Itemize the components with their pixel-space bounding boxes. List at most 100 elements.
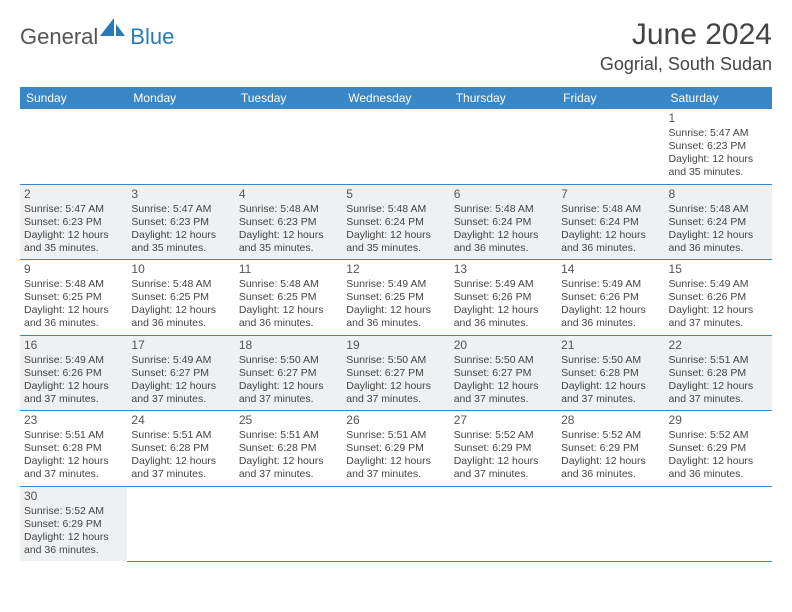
day-number: 24 <box>131 413 230 428</box>
day-sunrise: Sunrise: 5:50 AM <box>561 354 660 367</box>
calendar-day: 29Sunrise: 5:52 AMSunset: 6:29 PMDayligh… <box>665 411 772 487</box>
day-sunrise: Sunrise: 5:49 AM <box>561 278 660 291</box>
day-sunset: Sunset: 6:28 PM <box>239 442 338 455</box>
day-sunrise: Sunrise: 5:51 AM <box>24 429 123 442</box>
calendar-day-empty <box>342 109 449 184</box>
day-sunset: Sunset: 6:26 PM <box>24 367 123 380</box>
day-header-row: SundayMondayTuesdayWednesdayThursdayFrid… <box>20 87 772 109</box>
calendar-day: 14Sunrise: 5:49 AMSunset: 6:26 PMDayligh… <box>557 260 664 336</box>
logo-text-blue: Blue <box>130 24 174 50</box>
day-number: 16 <box>24 338 123 353</box>
day-number: 26 <box>346 413 445 428</box>
day-daylight: Daylight: 12 hours and 37 minutes. <box>24 455 123 481</box>
calendar-week: 2Sunrise: 5:47 AMSunset: 6:23 PMDaylight… <box>20 184 772 260</box>
day-number: 15 <box>669 262 768 277</box>
day-daylight: Daylight: 12 hours and 37 minutes. <box>131 380 230 406</box>
day-number: 9 <box>24 262 123 277</box>
day-sunrise: Sunrise: 5:48 AM <box>239 203 338 216</box>
calendar-day: 12Sunrise: 5:49 AMSunset: 6:25 PMDayligh… <box>342 260 449 336</box>
day-daylight: Daylight: 12 hours and 36 minutes. <box>239 304 338 330</box>
day-sunrise: Sunrise: 5:47 AM <box>669 127 768 140</box>
day-header: Saturday <box>665 87 772 109</box>
calendar-day-empty <box>665 486 772 561</box>
calendar-day: 1Sunrise: 5:47 AMSunset: 6:23 PMDaylight… <box>665 109 772 184</box>
day-number: 27 <box>454 413 553 428</box>
day-sunrise: Sunrise: 5:51 AM <box>346 429 445 442</box>
calendar-day: 17Sunrise: 5:49 AMSunset: 6:27 PMDayligh… <box>127 335 234 411</box>
day-sunrise: Sunrise: 5:47 AM <box>24 203 123 216</box>
calendar-table: SundayMondayTuesdayWednesdayThursdayFrid… <box>20 87 772 562</box>
calendar-week: 30Sunrise: 5:52 AMSunset: 6:29 PMDayligh… <box>20 486 772 561</box>
day-daylight: Daylight: 12 hours and 37 minutes. <box>131 455 230 481</box>
day-daylight: Daylight: 12 hours and 36 minutes. <box>561 304 660 330</box>
day-sunrise: Sunrise: 5:48 AM <box>561 203 660 216</box>
day-sunrise: Sunrise: 5:52 AM <box>561 429 660 442</box>
day-sunset: Sunset: 6:27 PM <box>239 367 338 380</box>
calendar-day: 18Sunrise: 5:50 AMSunset: 6:27 PMDayligh… <box>235 335 342 411</box>
day-number: 22 <box>669 338 768 353</box>
calendar-week: 23Sunrise: 5:51 AMSunset: 6:28 PMDayligh… <box>20 411 772 487</box>
day-number: 21 <box>561 338 660 353</box>
day-sunrise: Sunrise: 5:52 AM <box>24 505 123 518</box>
calendar-day: 16Sunrise: 5:49 AMSunset: 6:26 PMDayligh… <box>20 335 127 411</box>
day-sunset: Sunset: 6:23 PM <box>239 216 338 229</box>
month-title: June 2024 <box>600 18 772 52</box>
calendar-day: 28Sunrise: 5:52 AMSunset: 6:29 PMDayligh… <box>557 411 664 487</box>
day-sunset: Sunset: 6:25 PM <box>24 291 123 304</box>
day-sunset: Sunset: 6:23 PM <box>24 216 123 229</box>
day-sunset: Sunset: 6:24 PM <box>561 216 660 229</box>
day-daylight: Daylight: 12 hours and 37 minutes. <box>346 455 445 481</box>
day-number: 6 <box>454 187 553 202</box>
calendar-day-empty <box>235 109 342 184</box>
calendar-day: 27Sunrise: 5:52 AMSunset: 6:29 PMDayligh… <box>450 411 557 487</box>
day-daylight: Daylight: 12 hours and 36 minutes. <box>24 531 123 557</box>
day-sunrise: Sunrise: 5:51 AM <box>239 429 338 442</box>
day-number: 10 <box>131 262 230 277</box>
calendar-day: 8Sunrise: 5:48 AMSunset: 6:24 PMDaylight… <box>665 184 772 260</box>
day-sunset: Sunset: 6:29 PM <box>561 442 660 455</box>
day-header: Wednesday <box>342 87 449 109</box>
day-daylight: Daylight: 12 hours and 36 minutes. <box>24 304 123 330</box>
calendar-day: 22Sunrise: 5:51 AMSunset: 6:28 PMDayligh… <box>665 335 772 411</box>
day-sunrise: Sunrise: 5:48 AM <box>669 203 768 216</box>
day-sunrise: Sunrise: 5:48 AM <box>131 278 230 291</box>
calendar-day-empty <box>127 486 234 561</box>
day-sunrise: Sunrise: 5:49 AM <box>24 354 123 367</box>
day-sunrise: Sunrise: 5:48 AM <box>346 203 445 216</box>
day-daylight: Daylight: 12 hours and 36 minutes. <box>561 229 660 255</box>
day-number: 4 <box>239 187 338 202</box>
day-daylight: Daylight: 12 hours and 37 minutes. <box>239 455 338 481</box>
calendar-day: 7Sunrise: 5:48 AMSunset: 6:24 PMDaylight… <box>557 184 664 260</box>
day-daylight: Daylight: 12 hours and 37 minutes. <box>561 380 660 406</box>
calendar-day: 9Sunrise: 5:48 AMSunset: 6:25 PMDaylight… <box>20 260 127 336</box>
day-header: Friday <box>557 87 664 109</box>
day-sunset: Sunset: 6:27 PM <box>131 367 230 380</box>
day-number: 12 <box>346 262 445 277</box>
calendar-day: 6Sunrise: 5:48 AMSunset: 6:24 PMDaylight… <box>450 184 557 260</box>
day-sunset: Sunset: 6:29 PM <box>669 442 768 455</box>
calendar-day: 3Sunrise: 5:47 AMSunset: 6:23 PMDaylight… <box>127 184 234 260</box>
calendar-day: 21Sunrise: 5:50 AMSunset: 6:28 PMDayligh… <box>557 335 664 411</box>
day-sunrise: Sunrise: 5:49 AM <box>454 278 553 291</box>
day-sunset: Sunset: 6:26 PM <box>561 291 660 304</box>
day-sunrise: Sunrise: 5:48 AM <box>454 203 553 216</box>
calendar-day-empty <box>127 109 234 184</box>
day-header: Monday <box>127 87 234 109</box>
day-number: 1 <box>669 111 768 126</box>
day-sunrise: Sunrise: 5:52 AM <box>454 429 553 442</box>
day-sunset: Sunset: 6:28 PM <box>669 367 768 380</box>
day-sunrise: Sunrise: 5:51 AM <box>131 429 230 442</box>
calendar-day-empty <box>235 486 342 561</box>
day-daylight: Daylight: 12 hours and 35 minutes. <box>131 229 230 255</box>
day-number: 8 <box>669 187 768 202</box>
day-sunset: Sunset: 6:29 PM <box>24 518 123 531</box>
day-number: 18 <box>239 338 338 353</box>
day-daylight: Daylight: 12 hours and 35 minutes. <box>24 229 123 255</box>
calendar-day: 23Sunrise: 5:51 AMSunset: 6:28 PMDayligh… <box>20 411 127 487</box>
day-sunset: Sunset: 6:28 PM <box>131 442 230 455</box>
calendar-week: 16Sunrise: 5:49 AMSunset: 6:26 PM Dayligh… <box>20 335 772 411</box>
day-number: 28 <box>561 413 660 428</box>
day-sunset: Sunset: 6:28 PM <box>24 442 123 455</box>
day-sunset: Sunset: 6:26 PM <box>454 291 553 304</box>
day-number: 13 <box>454 262 553 277</box>
